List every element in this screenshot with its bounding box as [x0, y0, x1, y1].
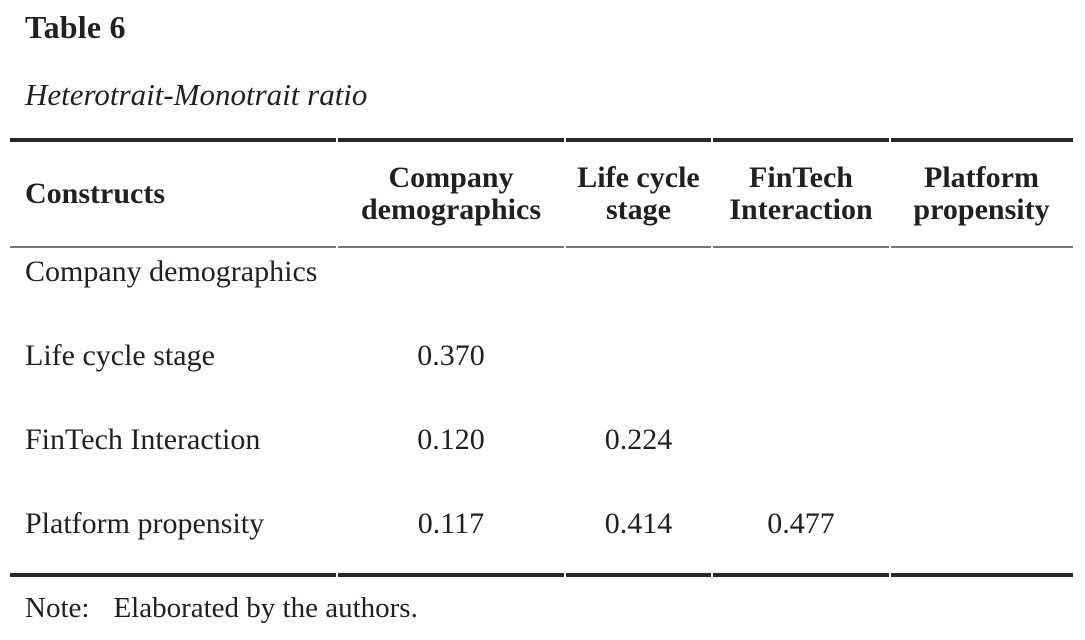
rule-segment	[338, 246, 564, 248]
rule-segment	[713, 573, 889, 577]
table-row: Life cycle stage 0.370	[10, 337, 1073, 375]
cell-value: 0.414	[604, 507, 673, 540]
table-caption: Heterotrait-Monotrait ratio	[25, 77, 368, 112]
note-label: Note:	[25, 592, 90, 624]
column-header-fintech-interaction: FinTech Interaction	[729, 160, 873, 226]
column-header-life-cycle-stage: Life cycle stage	[577, 160, 700, 226]
rule-segment	[10, 573, 336, 577]
rule-segment	[891, 246, 1073, 248]
table-header-rule	[10, 246, 1073, 248]
table-top-rule	[10, 138, 1073, 142]
rule-segment	[566, 573, 711, 577]
table-row: FinTech Interaction 0.120 0.224	[10, 421, 1073, 459]
rule-segment	[891, 138, 1073, 142]
rule-segment	[566, 138, 711, 142]
rule-segment	[566, 246, 711, 248]
table-row: Company demographics	[10, 253, 1073, 291]
rule-segment	[338, 138, 564, 142]
row-label: Platform propensity	[25, 507, 265, 540]
cell-value: 0.370	[417, 339, 485, 372]
cell-value: 0.224	[604, 423, 673, 456]
row-label: FinTech Interaction	[25, 423, 261, 456]
rule-segment	[713, 246, 889, 248]
table-note: Note: Elaborated by the authors.	[25, 591, 418, 625]
row-label: Company demographics	[25, 255, 318, 288]
table-title: Table 6	[25, 9, 126, 45]
rule-segment	[338, 573, 564, 577]
column-header-constructs: Constructs	[25, 176, 165, 210]
cell-value: 0.120	[417, 423, 485, 456]
note-text: Elaborated by the authors.	[113, 592, 418, 624]
table-bottom-rule	[10, 573, 1073, 577]
rule-segment	[10, 246, 336, 248]
cell-value: 0.117	[417, 507, 485, 540]
rule-segment	[10, 138, 336, 142]
column-header-platform-propensity: Platform propensity	[913, 160, 1050, 226]
table-row: Platform propensity 0.117 0.414 0.477	[10, 505, 1073, 543]
row-label: Life cycle stage	[25, 339, 215, 372]
rule-segment	[713, 138, 889, 142]
rule-segment	[891, 573, 1073, 577]
column-header-company-demographics: Company demographics	[361, 160, 541, 226]
table-header-row: Constructs Company demographics Life cyc…	[10, 142, 1073, 245]
cell-value: 0.477	[767, 507, 835, 540]
